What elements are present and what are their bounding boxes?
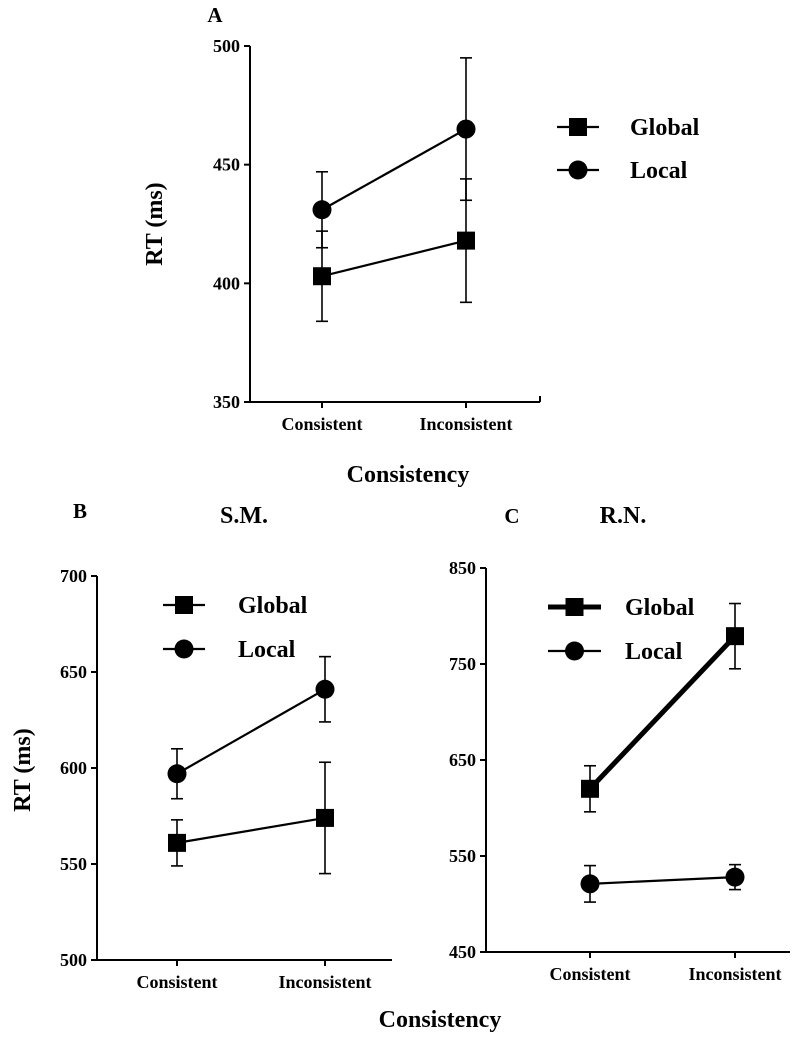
chart-panel-b: 500 550 600 650 700 Consistent Inconsistent B S.… xyxy=(10,499,392,992)
panel-label: B xyxy=(73,499,87,523)
legend-item-local: Local xyxy=(548,639,683,665)
y-tick-label: 700 xyxy=(60,566,87,586)
chart-title: R.N. xyxy=(600,503,647,529)
y-tick-label: 500 xyxy=(213,36,240,56)
legend-label: Global xyxy=(238,593,308,619)
legend-label: Local xyxy=(630,158,688,184)
x-tick-label: Consistent xyxy=(549,964,630,984)
y-tick-label: 500 xyxy=(60,950,87,970)
y-tick-label: 450 xyxy=(213,155,240,175)
legend-marker xyxy=(174,639,194,659)
series-global xyxy=(168,761,334,875)
legend-marker xyxy=(569,118,587,136)
y-tick-label: 600 xyxy=(60,758,87,778)
y-tick-label: 650 xyxy=(60,662,87,682)
x-tick-label: Inconsistent xyxy=(419,414,512,434)
legend-label: Local xyxy=(625,639,683,665)
chart-panel-a: 350 400 450 500 Consistent Inconsistent A RT (m… xyxy=(142,3,700,434)
y-tick-label: 400 xyxy=(213,273,240,293)
series-global xyxy=(313,178,475,323)
series-local xyxy=(580,863,745,903)
panel-label: C xyxy=(504,504,519,528)
series-local xyxy=(312,57,476,249)
series-line xyxy=(176,688,326,775)
y-axis-label: RT (ms) xyxy=(142,182,168,265)
x-tick-label: Inconsistent xyxy=(278,972,371,992)
figure-xlabel-bottom: Consistency xyxy=(379,1007,502,1033)
data-point-circle xyxy=(725,867,745,887)
x-tick-label: Inconsistent xyxy=(688,964,781,984)
legend-label: Local xyxy=(238,637,296,663)
legend-item-global: Global xyxy=(557,115,700,141)
chart-title: S.M. xyxy=(220,503,268,529)
series-line xyxy=(589,876,736,885)
data-point-square xyxy=(313,267,331,286)
legend-marker xyxy=(565,641,584,661)
data-point-square xyxy=(168,833,186,852)
data-point-circle xyxy=(580,874,600,894)
y-tick-label: 850 xyxy=(449,558,476,578)
y-tick-label: 550 xyxy=(60,854,87,874)
y-axis-label: RT (ms) xyxy=(10,728,36,811)
series-global xyxy=(581,602,744,813)
series-line xyxy=(176,816,326,844)
data-point-circle xyxy=(315,679,335,699)
series-line xyxy=(321,128,467,211)
series-line xyxy=(321,239,467,278)
series-local xyxy=(167,655,335,800)
x-tick-label: Consistent xyxy=(136,972,217,992)
legend-label: Global xyxy=(625,595,695,621)
legend-item-global: Global xyxy=(163,593,308,619)
y-tick-label: 650 xyxy=(449,750,476,770)
figure-xlabel-top: Consistency xyxy=(347,462,470,488)
data-point-square xyxy=(316,808,334,827)
chart-panel-c: 450 550 650 750 850 Consistent Inconsistent C R.… xyxy=(449,503,790,984)
data-point-square xyxy=(726,627,744,646)
legend-marker xyxy=(565,598,584,616)
y-tick-label: 750 xyxy=(449,654,476,674)
data-point-square xyxy=(457,231,475,250)
y-tick-label: 450 xyxy=(449,942,476,962)
data-point-circle xyxy=(456,119,476,139)
legend-marker xyxy=(175,596,193,614)
legend-item-global: Global xyxy=(548,595,695,621)
y-tick-label: 350 xyxy=(213,392,240,412)
data-point-circle xyxy=(312,200,332,220)
series-line xyxy=(588,634,737,791)
y-tick-label: 550 xyxy=(449,846,476,866)
x-tick-label: Consistent xyxy=(281,414,362,434)
legend-label: Global xyxy=(630,115,700,141)
panel-label: A xyxy=(207,3,223,27)
legend-item-local: Local xyxy=(163,637,296,663)
legend-item-local: Local xyxy=(557,158,688,184)
data-point-square xyxy=(581,779,599,798)
data-point-circle xyxy=(167,764,187,784)
legend-marker xyxy=(568,160,588,180)
